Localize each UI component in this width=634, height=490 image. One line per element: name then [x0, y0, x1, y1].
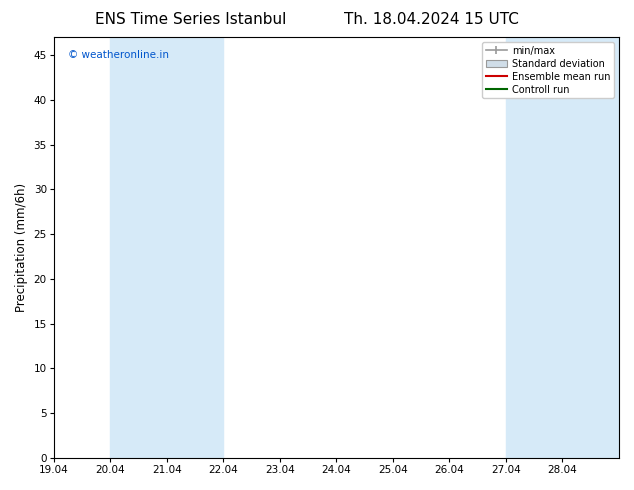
Text: ENS Time Series Istanbul: ENS Time Series Istanbul [94, 12, 286, 27]
Bar [562, 37, 619, 458]
Text: © weatheronline.in: © weatheronline.in [68, 49, 169, 60]
Text: Th. 18.04.2024 15 UTC: Th. 18.04.2024 15 UTC [344, 12, 519, 27]
Bar [506, 37, 562, 458]
Bar [167, 37, 223, 458]
Y-axis label: Precipitation (mm/6h): Precipitation (mm/6h) [15, 183, 28, 312]
Bar [110, 37, 167, 458]
Legend: min/max, Standard deviation, Ensemble mean run, Controll run: min/max, Standard deviation, Ensemble me… [482, 42, 614, 98]
